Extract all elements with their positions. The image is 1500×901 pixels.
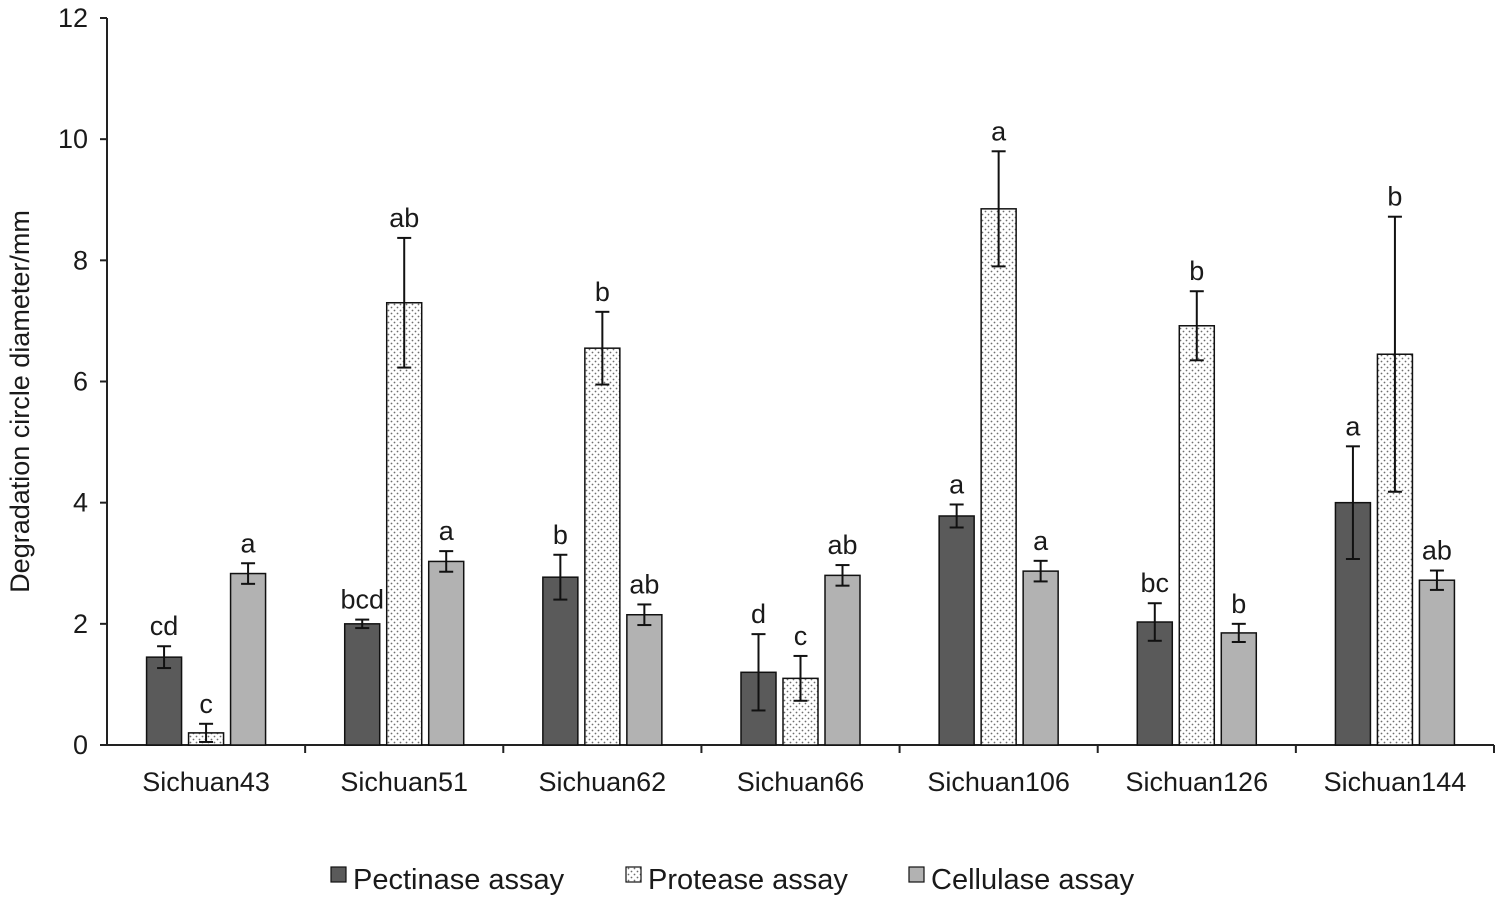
legend-label: Cellulase assay bbox=[931, 864, 1135, 896]
x-category-label: Sichuan106 bbox=[927, 767, 1070, 797]
bar bbox=[1178, 325, 1216, 746]
bar bbox=[1022, 570, 1059, 746]
legend-label: Pectinase assay bbox=[353, 864, 565, 896]
x-category-label: Sichuan62 bbox=[539, 767, 667, 797]
bar bbox=[1136, 621, 1174, 746]
significance-label: bcd bbox=[340, 585, 384, 615]
bar bbox=[980, 208, 1017, 746]
bar bbox=[626, 613, 663, 746]
significance-label: a bbox=[439, 516, 455, 546]
bar bbox=[824, 574, 861, 746]
bars bbox=[145, 150, 1456, 746]
bar bbox=[427, 560, 465, 746]
legend: Pectinase assay Protease assay Cellulase a… bbox=[330, 864, 1135, 896]
significance-label: b bbox=[1189, 256, 1204, 286]
bar bbox=[938, 515, 975, 746]
y-tick-label: 0 bbox=[73, 730, 88, 760]
significance-label: a bbox=[949, 469, 965, 499]
y-axis-title: Degradation circle diameter/mm bbox=[5, 210, 35, 593]
x-category-label: Sichuan66 bbox=[737, 767, 865, 797]
x-category-label: Sichuan126 bbox=[1125, 767, 1268, 797]
significance-label: d bbox=[751, 599, 766, 629]
significance-label: ab bbox=[827, 530, 857, 560]
bar bbox=[542, 576, 579, 746]
y-tick-label: 12 bbox=[58, 3, 88, 33]
legend-label: Protease assay bbox=[648, 864, 848, 896]
significance-label: ab bbox=[1422, 536, 1452, 566]
significance-label: a bbox=[241, 528, 257, 558]
significance-label: b bbox=[1231, 589, 1246, 619]
legend-swatch bbox=[908, 866, 925, 883]
significance-label: c bbox=[199, 689, 213, 719]
x-category-label: Sichuan43 bbox=[142, 767, 270, 797]
bar bbox=[1418, 579, 1456, 746]
significance-label: a bbox=[991, 116, 1007, 146]
significance-label: c bbox=[794, 621, 808, 651]
x-category-label: Sichuan144 bbox=[1324, 767, 1467, 797]
significance-label: b bbox=[553, 520, 568, 550]
y-tick-label: 2 bbox=[73, 609, 88, 639]
bar bbox=[584, 347, 621, 746]
significance-label: cd bbox=[150, 611, 179, 641]
legend-swatch bbox=[625, 866, 642, 883]
x-category-label: Sichuan51 bbox=[340, 767, 468, 797]
y-tick-label: 10 bbox=[58, 124, 88, 154]
significance-label: ab bbox=[389, 203, 419, 233]
y-tick-label: 4 bbox=[73, 488, 88, 518]
significance-label: ab bbox=[629, 569, 659, 599]
bar bbox=[1220, 632, 1258, 746]
bar bbox=[145, 656, 183, 746]
significance-label: bc bbox=[1141, 568, 1170, 598]
bar bbox=[229, 572, 267, 746]
bar bbox=[343, 623, 381, 746]
significance-label: b bbox=[595, 277, 610, 307]
significance-label: a bbox=[1033, 526, 1049, 556]
legend-swatch bbox=[330, 866, 347, 883]
significance-label: b bbox=[1387, 182, 1402, 212]
bar bbox=[385, 301, 423, 746]
y-tick-label: 6 bbox=[73, 367, 88, 397]
y-tick-label: 8 bbox=[73, 245, 88, 275]
significance-label: a bbox=[1345, 411, 1361, 441]
